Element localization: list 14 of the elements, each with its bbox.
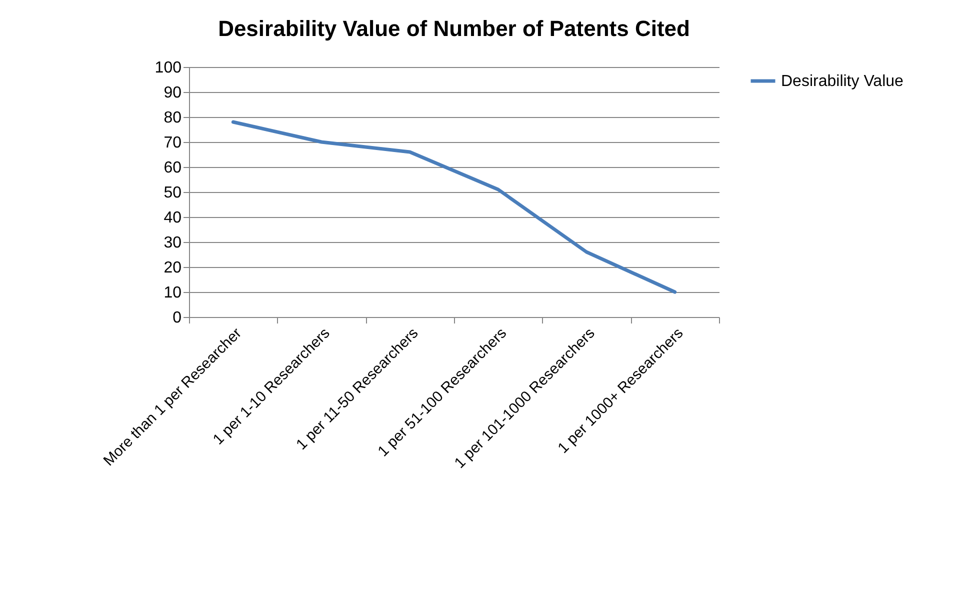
chart-title: Desirability Value of Number of Patents Cited — [218, 16, 690, 41]
legend-label: Desirability Value — [781, 73, 904, 90]
y-tick-label: 0 — [172, 310, 182, 326]
y-tick-label: 50 — [164, 184, 182, 202]
y-tick-label: 20 — [164, 260, 182, 276]
y-tick-label: 30 — [164, 234, 182, 252]
y-tick-label: 90 — [164, 84, 182, 102]
y-tick-label: 10 — [164, 284, 182, 302]
y-tick-label: 100 — [154, 60, 182, 76]
y-tick-label: 70 — [164, 134, 182, 152]
y-tick-label: 60 — [164, 160, 182, 176]
y-tick-label: 40 — [164, 210, 182, 226]
y-tick-label: 80 — [164, 110, 182, 126]
line-series — [231, 120, 677, 294]
